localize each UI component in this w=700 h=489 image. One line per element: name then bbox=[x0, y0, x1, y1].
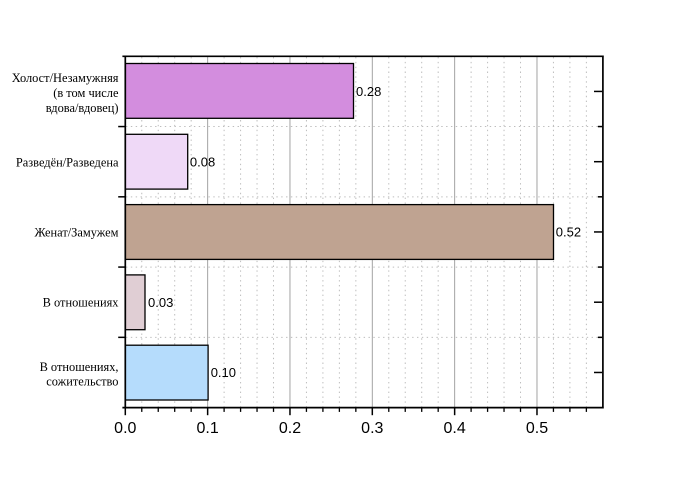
svg-text:(в том числе: (в том числе bbox=[53, 86, 119, 100]
svg-text:В отношениях,: В отношениях, bbox=[40, 360, 119, 374]
svg-text:Женат/Замужем: Женат/Замужем bbox=[35, 225, 119, 239]
svg-text:Холост/Незамужняя: Холост/Незамужняя bbox=[12, 71, 119, 85]
svg-text:0.52: 0.52 bbox=[556, 225, 581, 240]
svg-text:0.4: 0.4 bbox=[444, 420, 466, 437]
svg-text:0.10: 0.10 bbox=[211, 365, 236, 380]
svg-text:вдова/вдовец): вдова/вдовец) bbox=[46, 101, 119, 115]
svg-text:В отношениях: В отношениях bbox=[43, 296, 120, 310]
svg-text:0.3: 0.3 bbox=[361, 420, 383, 437]
svg-text:Разведён/Разведена: Разведён/Разведена bbox=[16, 155, 119, 169]
svg-text:сожительство: сожительство bbox=[46, 374, 118, 388]
svg-text:0.2: 0.2 bbox=[279, 420, 301, 437]
svg-text:0.08: 0.08 bbox=[190, 154, 215, 169]
svg-text:0.03: 0.03 bbox=[148, 295, 173, 310]
svg-text:0.1: 0.1 bbox=[197, 420, 219, 437]
svg-text:0.5: 0.5 bbox=[526, 420, 548, 437]
svg-text:0.28: 0.28 bbox=[356, 84, 381, 99]
svg-text:0.0: 0.0 bbox=[114, 420, 136, 437]
